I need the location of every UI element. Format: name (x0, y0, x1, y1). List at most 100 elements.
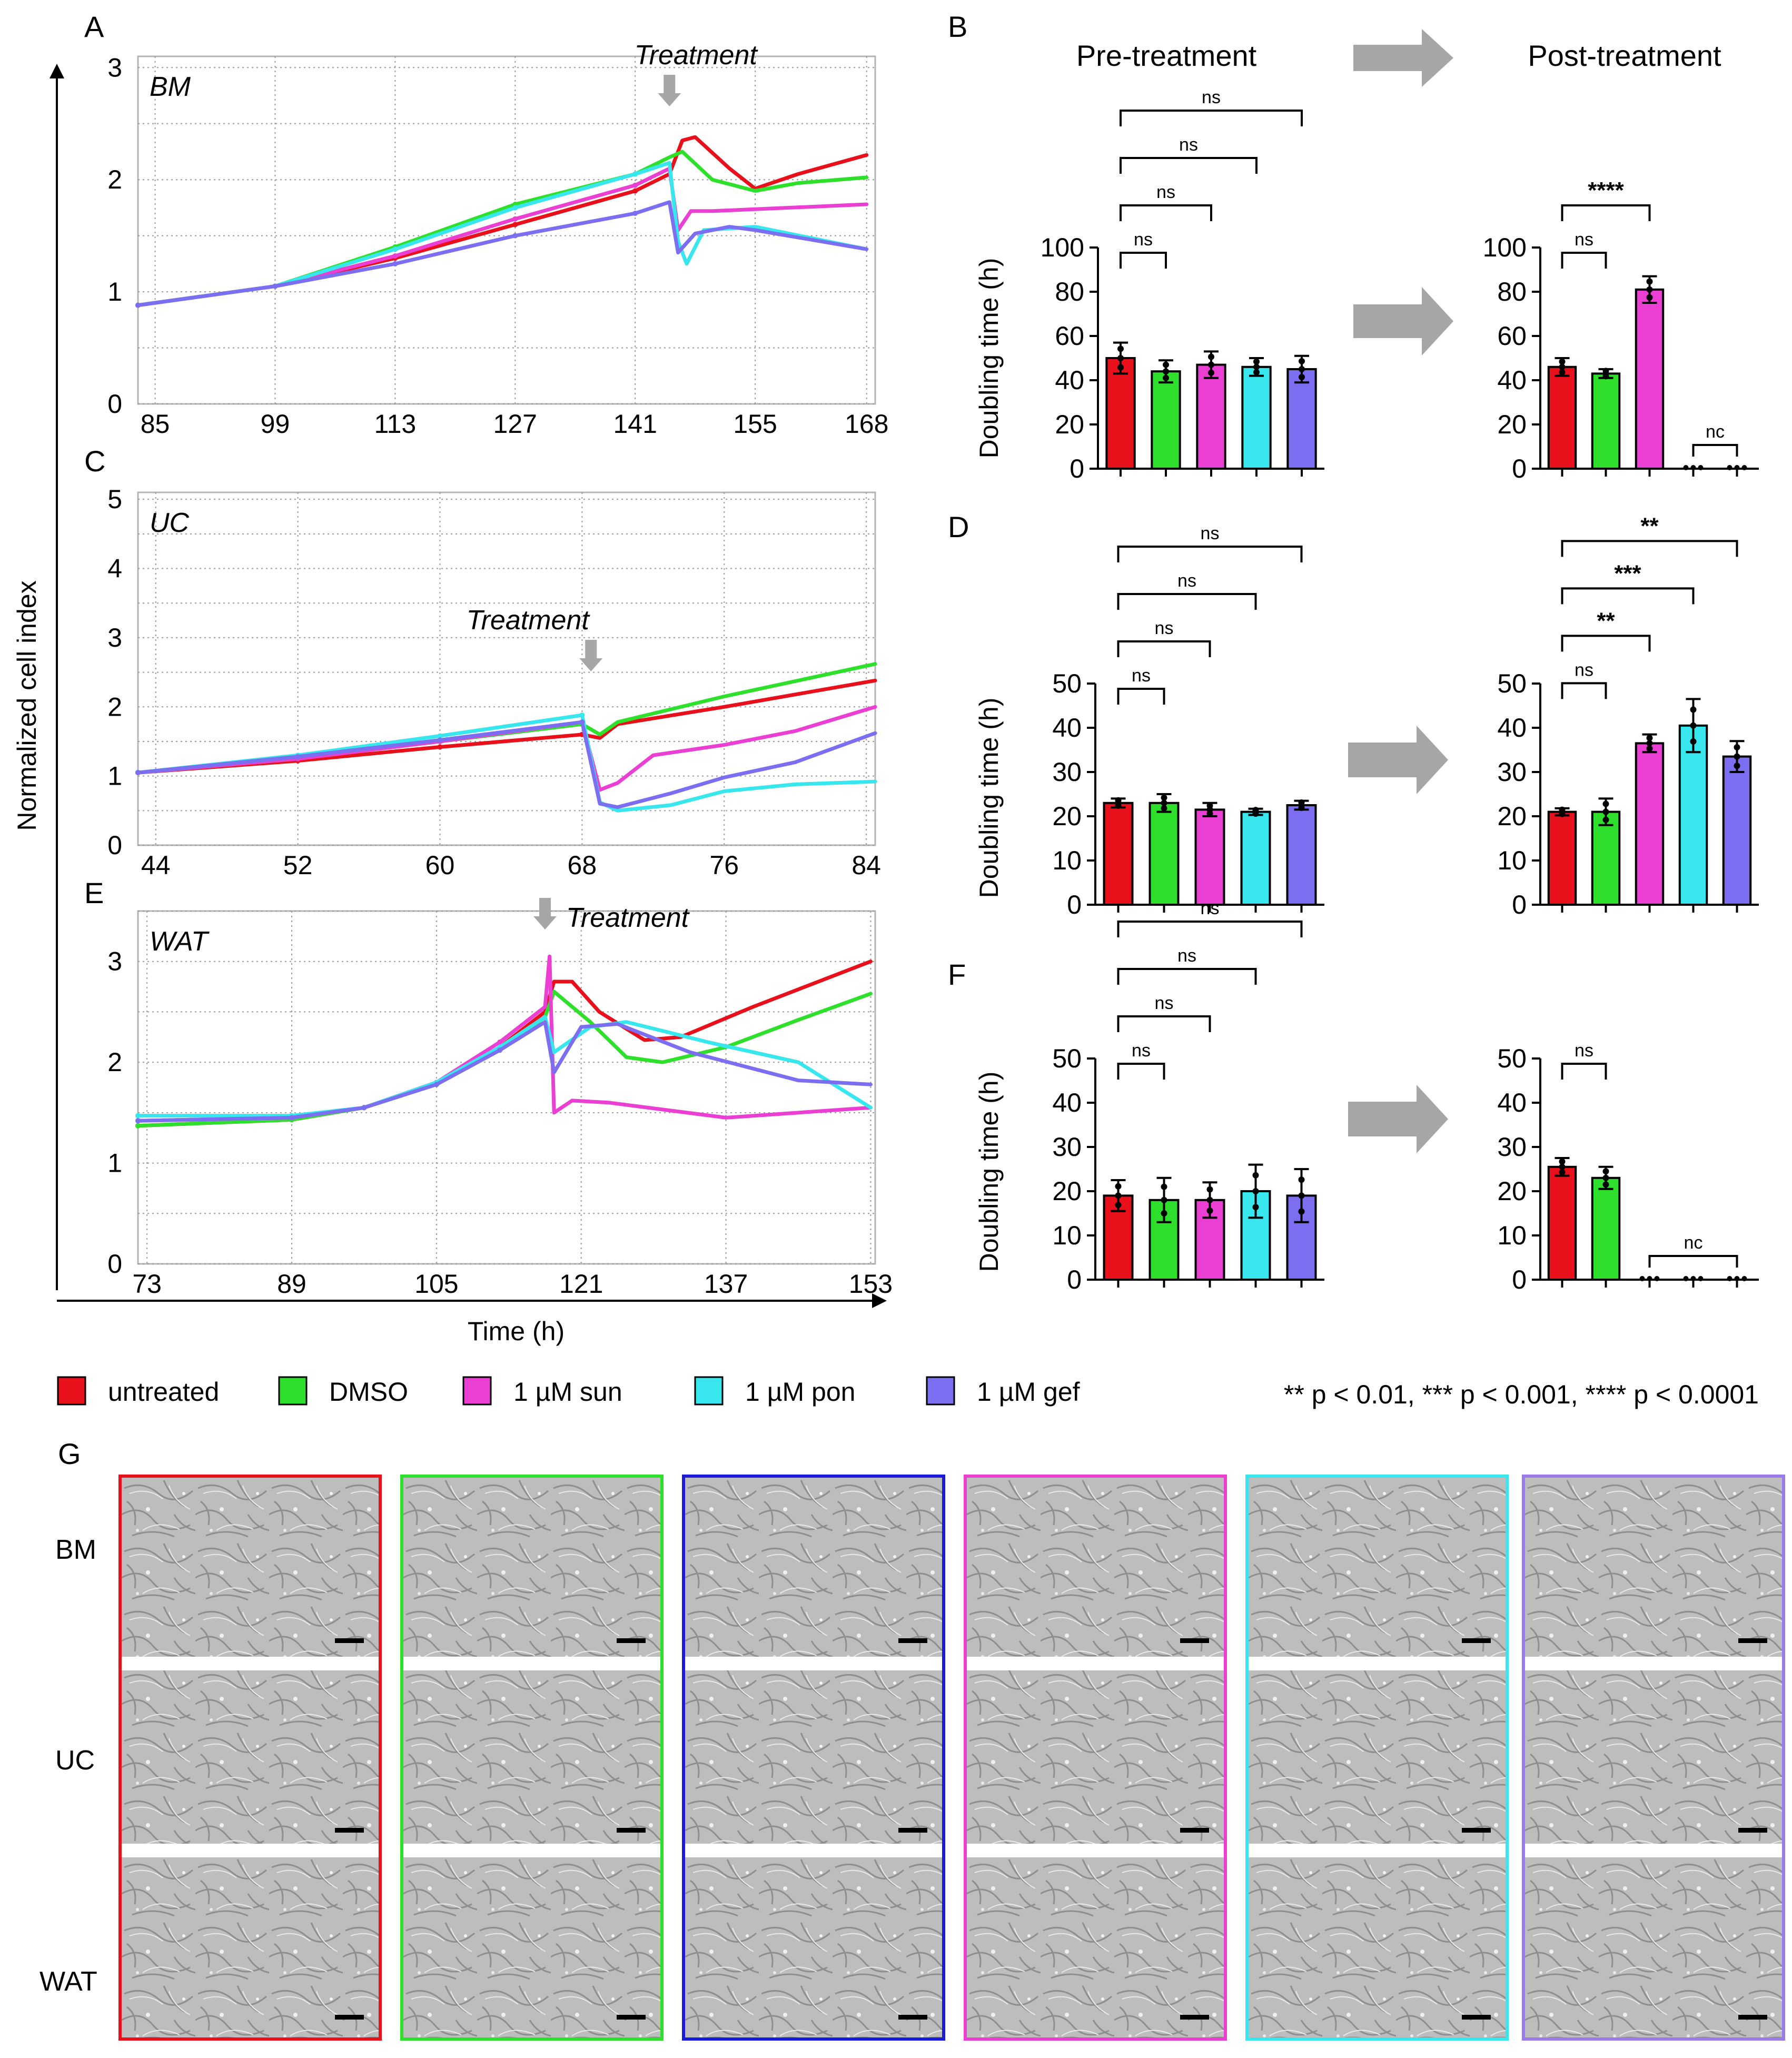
significance-bracket (1117, 1015, 1211, 1032)
significance-bracket (1117, 968, 1257, 985)
bar (1286, 804, 1317, 906)
significance-bracket (1117, 593, 1257, 610)
bar-y-label-d: Doubling time (h) (974, 698, 1004, 898)
scale-bar (1462, 1638, 1491, 1643)
significance-bracket (1117, 546, 1303, 562)
replicate-point (1654, 1276, 1660, 1281)
bar-y-tick-label: 20 (1497, 1176, 1527, 1206)
post-treatment-title: Post-treatment (1528, 39, 1721, 72)
panel-letter-d: D (948, 510, 969, 543)
replicate-point (1646, 278, 1653, 285)
legend-swatch (462, 1376, 492, 1406)
significance-label: ns (1575, 660, 1593, 680)
series-point (437, 744, 443, 750)
significance-bracket (1117, 688, 1165, 705)
legend-label: untreated (108, 1377, 219, 1407)
replicate-point (1252, 807, 1259, 814)
micrograph-row-divider (967, 1844, 1224, 1857)
pre-treatment-title: Pre-treatment (1076, 39, 1257, 72)
replicate-point (1559, 369, 1566, 375)
bar-y-tick-label: 0 (1512, 454, 1527, 483)
significance-label: ns (1155, 618, 1174, 638)
replicate-point (1602, 368, 1609, 374)
replicate-point (1646, 286, 1653, 293)
significance-label: ns (1201, 523, 1220, 543)
y-tick-label: 0 (107, 1249, 122, 1279)
x-tick-label: 113 (374, 409, 417, 439)
replicate-point (1602, 1181, 1609, 1188)
significance-bracket (1561, 635, 1651, 652)
replicate-point (1161, 1196, 1167, 1203)
micrograph-row-divider (1525, 1657, 1782, 1670)
series-point (632, 188, 638, 194)
micrograph-image (122, 1478, 379, 2037)
replicate-point (1298, 799, 1305, 806)
series-point (135, 1113, 141, 1119)
y-tick-label: 4 (107, 554, 122, 583)
scale-bar (1180, 1638, 1209, 1643)
replicate-point (1115, 1183, 1122, 1190)
bar-y-tick-label: 0 (1067, 890, 1082, 919)
significance-bracket (1120, 110, 1303, 126)
doubling-time-bm-pre: 0 20 40 60 80 100 ns ns ns ns (1041, 87, 1324, 483)
micrograph-row-divider (403, 1657, 660, 1670)
tissue-label: BM (150, 72, 191, 102)
significance-label: ns (1177, 946, 1196, 966)
replicate-point (1206, 802, 1213, 809)
replicate-point (1646, 745, 1653, 752)
bar-y-tick-label: 40 (1497, 365, 1527, 395)
replicate-point (1163, 374, 1169, 381)
replicate-point (1161, 794, 1167, 801)
replicate-point (1690, 1276, 1696, 1281)
treatment-arrow (658, 75, 681, 106)
bar-y-tick-label: 40 (1052, 713, 1082, 743)
legend-swatch (57, 1376, 86, 1406)
series-point (361, 1105, 367, 1111)
replicate-point (1690, 722, 1697, 729)
significance-label: ** (1640, 513, 1659, 539)
doubling-time-wat-post: 0 10 20 30 40 50 ns nc (1497, 1041, 1759, 1294)
bar-y-tick-label: 10 (1052, 1221, 1082, 1250)
replicate-point (1690, 706, 1697, 713)
scale-bar (1462, 1828, 1491, 1833)
uc-growth-curve: 44 52 60 68 76 84 0 1 2 3 4 5 UC Treatment (107, 484, 881, 880)
panel-letter-a: A (84, 10, 104, 43)
micrograph-row-divider (1249, 1844, 1506, 1857)
scale-bar (1738, 1828, 1767, 1833)
replicate-point (1299, 358, 1305, 364)
scale-bar (898, 1828, 927, 1833)
nc-label: nc (1684, 1233, 1703, 1253)
pre-post-arrow-f (1348, 1085, 1448, 1153)
replicate-point (1208, 361, 1214, 368)
replicate-point (1298, 1208, 1305, 1215)
series-point (497, 1039, 503, 1045)
bar-y-tick-label: 10 (1497, 1221, 1527, 1250)
series-point (437, 733, 443, 739)
panel-letter-c: C (84, 444, 105, 478)
significance-label: *** (1614, 560, 1641, 586)
bar (1547, 365, 1577, 470)
replicate-point (1727, 1276, 1732, 1281)
replicate-point (1163, 368, 1169, 375)
legend-label: 1 µM gef (977, 1377, 1080, 1407)
bar (1591, 372, 1621, 470)
legend-label: DMSO (329, 1377, 408, 1407)
bar-y-tick-label: 40 (1052, 1088, 1082, 1117)
micrograph-column (400, 1475, 664, 2041)
panel-letter-b: B (948, 10, 967, 43)
bar (1103, 802, 1134, 906)
significance-label: ns (1132, 1041, 1151, 1061)
replicate-point (1252, 1204, 1259, 1211)
doubling-time-bm-post: 0 20 40 60 80 100 ns **** nc (1483, 177, 1759, 483)
replicate-point (1115, 1192, 1122, 1199)
nc-label: nc (1706, 422, 1725, 442)
replicate-point (1206, 1186, 1213, 1193)
legend-label: 1 µM pon (745, 1377, 855, 1407)
bar (1591, 1176, 1621, 1281)
replicate-point (1646, 294, 1653, 301)
panel-letter-e: E (84, 876, 104, 909)
series-line (136, 166, 869, 308)
x-tick-label: 141 (613, 409, 657, 439)
replicate-point (1734, 465, 1740, 470)
